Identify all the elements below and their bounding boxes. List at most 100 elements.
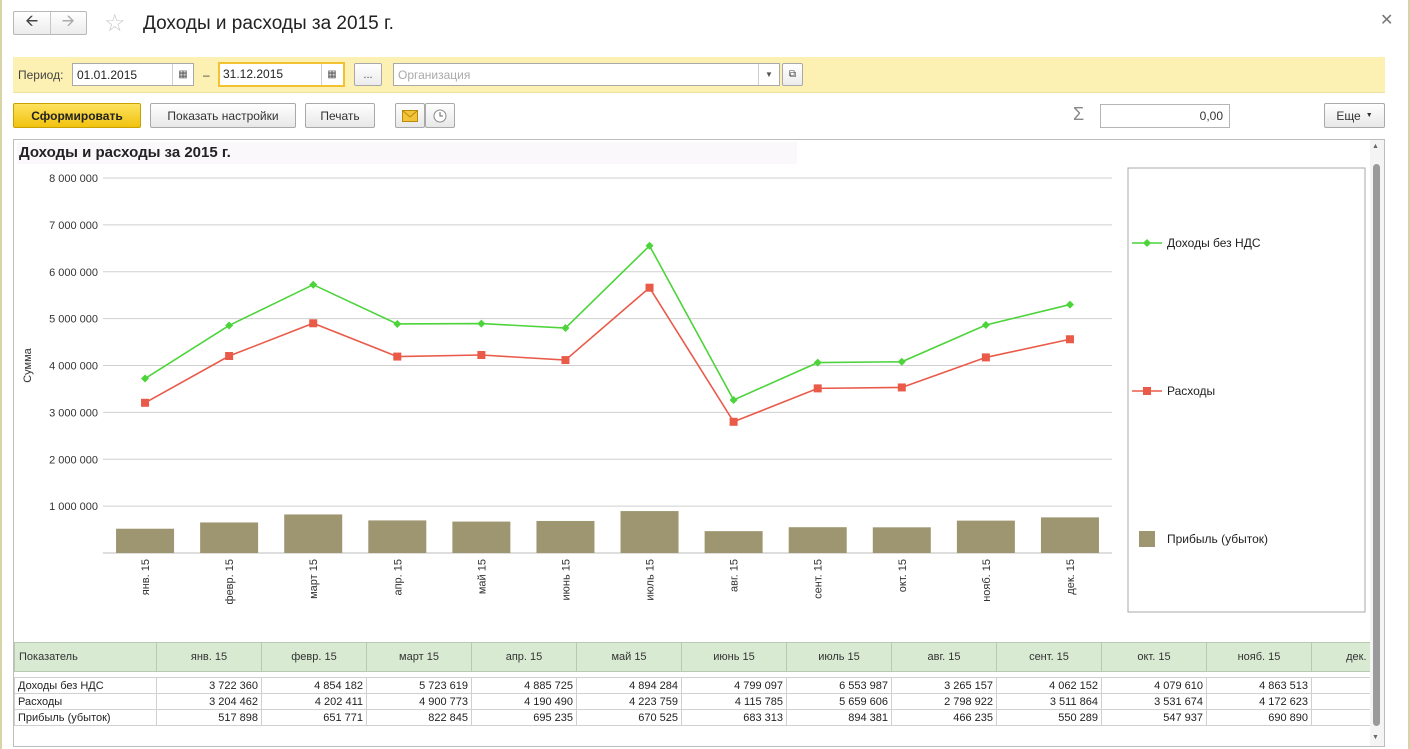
table-header-cell: окт. 15 (1101, 642, 1207, 672)
table-header-row: Показатель янв. 15 февр. 15 март 15 апр. 15 м… (14, 642, 1384, 672)
x-tick-label: июль 15 (645, 559, 657, 601)
data-point (309, 319, 318, 328)
y-tick-label: 2 000 000 (49, 454, 98, 466)
close-icon[interactable]: ✕ (1380, 12, 1394, 29)
y-tick-label: 7 000 000 (49, 220, 98, 232)
legend-label: Прибыль (убыток) (1167, 532, 1268, 546)
table-header-cell: февр. 15 (261, 642, 367, 672)
dropdown-arrow-icon[interactable]: ▼ (758, 64, 779, 85)
x-tick-label: май 15 (476, 559, 488, 594)
y-tick-label: 1 000 000 (49, 501, 98, 513)
date-from-field[interactable]: 01.01.2015 ▦ (72, 63, 194, 86)
table-header-cell: сент. 15 (996, 642, 1102, 672)
profit-bar (1040, 517, 1099, 553)
sigma-icon: Σ (1073, 104, 1085, 124)
table-row[interactable]: Прибыль (убыток) 517 898 651 771 822 845 695… (14, 709, 1384, 726)
organization-field[interactable]: Организация ▼ (393, 63, 780, 86)
table-row-label: Прибыль (убыток) (14, 709, 157, 726)
table-cell: 651 771 (261, 709, 367, 726)
table-cell: 547 937 (1101, 709, 1207, 726)
table-header-cell: Показатель (14, 642, 157, 672)
data-point (141, 374, 150, 383)
date-to-field[interactable]: 31.12.2015 ▦ (218, 62, 345, 87)
report-title: Доходы и расходы за 2015 г. (17, 142, 797, 164)
organization-placeholder: Организация (398, 68, 471, 82)
table-cell: 3 265 157 (891, 677, 997, 694)
table-cell: 2 798 922 (891, 693, 997, 710)
scrollbar-thumb[interactable] (1373, 164, 1380, 726)
y-tick-label: 6 000 000 (49, 267, 98, 279)
show-settings-button[interactable]: Показать настройки (150, 103, 296, 128)
legend-label: Расходы (1167, 384, 1215, 398)
calendar-icon[interactable]: ▦ (172, 64, 193, 85)
table-header-cell: июнь 15 (681, 642, 787, 672)
table-cell: 550 289 (996, 709, 1102, 726)
data-point (393, 319, 402, 328)
data-point (141, 398, 150, 407)
table-header-cell: апр. 15 (471, 642, 577, 672)
data-point (645, 283, 654, 292)
y-tick-label: 8 000 000 (49, 173, 98, 185)
open-organization-icon[interactable]: ⧉ (782, 63, 803, 86)
period-select-button[interactable]: ... (354, 63, 382, 86)
email-icon[interactable] (395, 103, 425, 128)
filter-bar: Период: 01.01.2015 ▦ – 31.12.2015 ▦ ... … (13, 57, 1385, 93)
data-point (393, 352, 402, 361)
legend-swatch (1139, 531, 1155, 547)
table-cell: 4 900 773 (366, 693, 472, 710)
sum-field[interactable]: 0,00 (1100, 104, 1230, 128)
data-point (477, 319, 486, 328)
table-cell: 7 (1311, 709, 1384, 726)
forward-arrow-icon[interactable]: 🡪 (49, 12, 87, 34)
x-tick-label: окт. 15 (897, 559, 909, 592)
generate-button[interactable]: Сформировать (13, 103, 141, 128)
data-point (981, 353, 990, 362)
navigation-buttons: 🡨 🡪 (13, 11, 87, 35)
data-point (813, 358, 822, 367)
table-cell: 822 845 (366, 709, 472, 726)
window-border-left (0, 0, 2, 749)
y-tick-label: 5 000 000 (49, 314, 98, 326)
scroll-up-icon[interactable]: ▲ (1372, 143, 1379, 150)
series-line (144, 244, 1071, 401)
table-cell: 466 235 (891, 709, 997, 726)
x-tick-label: авг. 15 (729, 559, 741, 592)
data-point (561, 324, 570, 333)
vertical-scrollbar[interactable]: ▲ ▼ (1370, 140, 1384, 746)
more-label: Еще (1336, 108, 1361, 123)
x-tick-label: нояб. 15 (981, 559, 993, 602)
more-menu-button[interactable]: Еще ▼ (1324, 103, 1385, 128)
date-to-value: 31.12.2015 (223, 67, 284, 81)
table-cell: 3 204 462 (156, 693, 262, 710)
data-point (897, 357, 906, 366)
table-header-cell: янв. 15 (156, 642, 262, 672)
profit-bar (956, 520, 1015, 553)
back-arrow-icon[interactable]: 🡨 (25, 12, 39, 30)
series-line (144, 286, 1071, 423)
profit-bar (200, 522, 259, 553)
x-tick-label: июнь 15 (560, 559, 572, 601)
favorite-star-icon[interactable]: ☆ (104, 10, 126, 37)
scroll-down-icon[interactable]: ▼ (1372, 734, 1379, 741)
data-point (561, 356, 570, 365)
profit-bar (284, 514, 343, 553)
table-cell: 5 723 619 (366, 677, 472, 694)
table-row-label: Доходы без НДС (14, 677, 157, 694)
y-tick-label: 4 000 000 (49, 361, 98, 373)
print-button[interactable]: Печать (305, 103, 375, 128)
chevron-down-icon: ▼ (1365, 112, 1373, 119)
table-cell: 3 511 864 (996, 693, 1102, 710)
x-tick-label: сент. 15 (813, 559, 825, 599)
table-row[interactable]: Расходы 3 204 462 4 202 411 4 900 773 4 190 … (14, 693, 1384, 710)
table-cell: 517 898 (156, 709, 262, 726)
calendar-icon[interactable]: ▦ (321, 64, 342, 85)
profit-bar (116, 528, 175, 553)
clock-icon[interactable] (425, 103, 455, 128)
table-cell: 5 659 606 (786, 693, 892, 710)
data-point (1065, 335, 1074, 344)
profit-bar (620, 511, 679, 553)
x-tick-label: апр. 15 (392, 559, 404, 596)
table-row[interactable]: Доходы без НДС 3 722 360 4 854 182 5 723 61… (14, 677, 1384, 694)
window-border-right (1408, 0, 1410, 749)
table-cell: 3 722 360 (156, 677, 262, 694)
